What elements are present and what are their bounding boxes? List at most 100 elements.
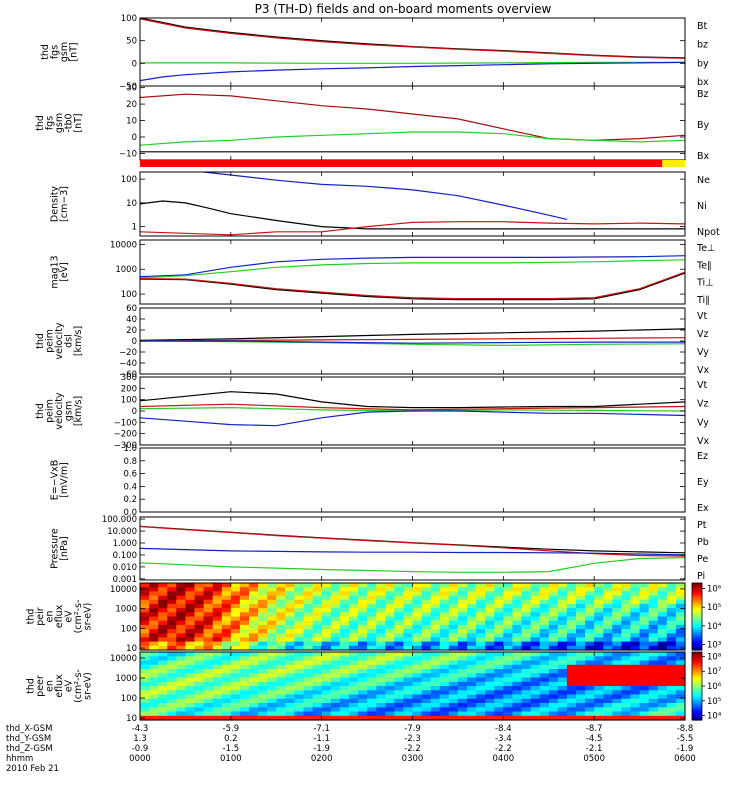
spectrogram-cell: [521, 641, 532, 647]
spectrogram-cell: [557, 620, 568, 626]
spectrogram-cell: [594, 703, 604, 708]
y-axis-label-line: peim: [45, 399, 56, 423]
spectrogram-cell: [230, 629, 241, 634]
spectrogram-cell: [312, 595, 323, 601]
spectrogram-cell: [239, 669, 250, 674]
spectrogram-cell: [439, 707, 450, 713]
spectrogram-cell: [566, 583, 577, 588]
status-bar: [140, 160, 685, 167]
spectrogram-cell: [576, 690, 586, 696]
spectrogram-cell: [312, 629, 323, 634]
spectrogram-cell: [521, 616, 532, 622]
spectrogram-cell: [648, 673, 659, 679]
spectrogram-cell: [221, 624, 232, 630]
spectrogram-cell: [666, 637, 677, 643]
spectrogram-cell: [603, 620, 613, 626]
legend-entry: Vy: [697, 417, 709, 428]
spectrogram-cell: [557, 690, 568, 696]
spectrogram-cell: [403, 620, 414, 626]
spectrogram-cell: [194, 677, 205, 683]
spectrogram-cell: [639, 660, 650, 666]
colorbar-tick-label: 10⁸: [707, 652, 722, 662]
y-tick-label: 0.8: [123, 457, 137, 467]
spectrogram-cell: [176, 681, 186, 687]
spectrogram-cell: [467, 703, 477, 708]
spectrogram-cell: [239, 703, 250, 708]
spectrogram-cell: [230, 603, 241, 609]
spectrogram-cell: [557, 595, 568, 601]
spectrogram-cell: [539, 694, 550, 700]
legend-entry: bz: [697, 40, 708, 51]
y-tick-label: 1000: [115, 674, 137, 684]
colorbar-segment: [692, 658, 702, 662]
spectrogram-cell: [421, 587, 432, 592]
spectrogram-cell: [149, 645, 159, 651]
spectrogram-cell: [557, 686, 568, 691]
spectrogram-cell: [485, 652, 495, 657]
spectrogram-cell: [430, 603, 441, 609]
colorbar-segment: [692, 690, 702, 694]
spectrogram-cell: [603, 624, 613, 630]
spectrogram-cell: [303, 711, 314, 717]
spectrogram-cell: [630, 677, 641, 683]
spectrogram-cell: [539, 629, 550, 634]
spectrogram-cell: [585, 629, 595, 634]
spectrogram-cell: [285, 620, 295, 626]
spectrogram-cell: [621, 677, 632, 683]
spectrogram-cell: [239, 591, 250, 597]
y-axis-label-line: peim: [45, 329, 56, 353]
spectrogram-cell: [467, 664, 477, 670]
spectrogram-cell: [630, 599, 641, 605]
spectrogram-cell: [421, 633, 432, 639]
spectrogram-cell: [294, 637, 305, 643]
spectrogram-cell: [476, 599, 486, 605]
spectrogram-cell: [630, 587, 641, 592]
colorbar-segment: [692, 647, 702, 651]
spectrogram-cell: [621, 599, 632, 605]
spectrogram-cell: [621, 664, 632, 670]
spectrogram-cell: [339, 656, 350, 662]
spectrogram-cell: [167, 673, 177, 679]
spectrogram-cell: [530, 612, 541, 618]
spectrogram-cell: [448, 591, 459, 597]
spectrogram-cell: [576, 707, 586, 713]
spectrogram-cell: [376, 707, 386, 713]
spectrogram-cell: [249, 664, 259, 670]
spectrogram-cell: [403, 711, 414, 717]
spectrogram-cell: [412, 698, 423, 704]
series-line-te: [139, 272, 686, 301]
spectrogram-cell: [230, 591, 241, 597]
spectrogram-cell: [312, 633, 323, 639]
spectrogram-cell: [603, 583, 613, 588]
spectrogram-cell: [521, 711, 532, 717]
spectrogram-cell: [348, 595, 359, 601]
spectrogram-cell: [403, 616, 414, 622]
spectrogram-cell: [421, 698, 432, 704]
spectrogram-cell: [657, 715, 668, 721]
spectrogram-cell: [530, 673, 541, 679]
spectrogram-cell: [566, 707, 577, 713]
spectrogram-cell: [394, 669, 404, 674]
spectrogram-cell: [548, 656, 559, 662]
spectrogram-cell: [621, 681, 632, 687]
spectrogram-cell: [230, 703, 241, 708]
colorbar-segment: [692, 585, 702, 588]
spectrogram-cell: [230, 677, 241, 683]
spectrogram-cell: [403, 637, 414, 643]
colorbar-segment: [692, 701, 702, 705]
spectrogram-cell: [476, 660, 486, 666]
spectrogram-cell: [530, 660, 541, 666]
spectrogram-cell: [576, 641, 586, 647]
spectrogram-cell: [185, 583, 196, 588]
spectrogram-cell: [203, 677, 214, 683]
spectrogram-cell: [485, 681, 495, 687]
spectrogram-cell: [594, 637, 604, 643]
spectrogram-cell: [576, 616, 586, 622]
spectrogram-cell: [548, 652, 559, 657]
spectrogram-cell: [457, 652, 468, 657]
spectrogram-cell: [648, 690, 659, 696]
spectrogram-cell: [657, 620, 668, 626]
spectrogram-cell: [140, 690, 150, 696]
spectrogram-cell: [348, 681, 359, 687]
